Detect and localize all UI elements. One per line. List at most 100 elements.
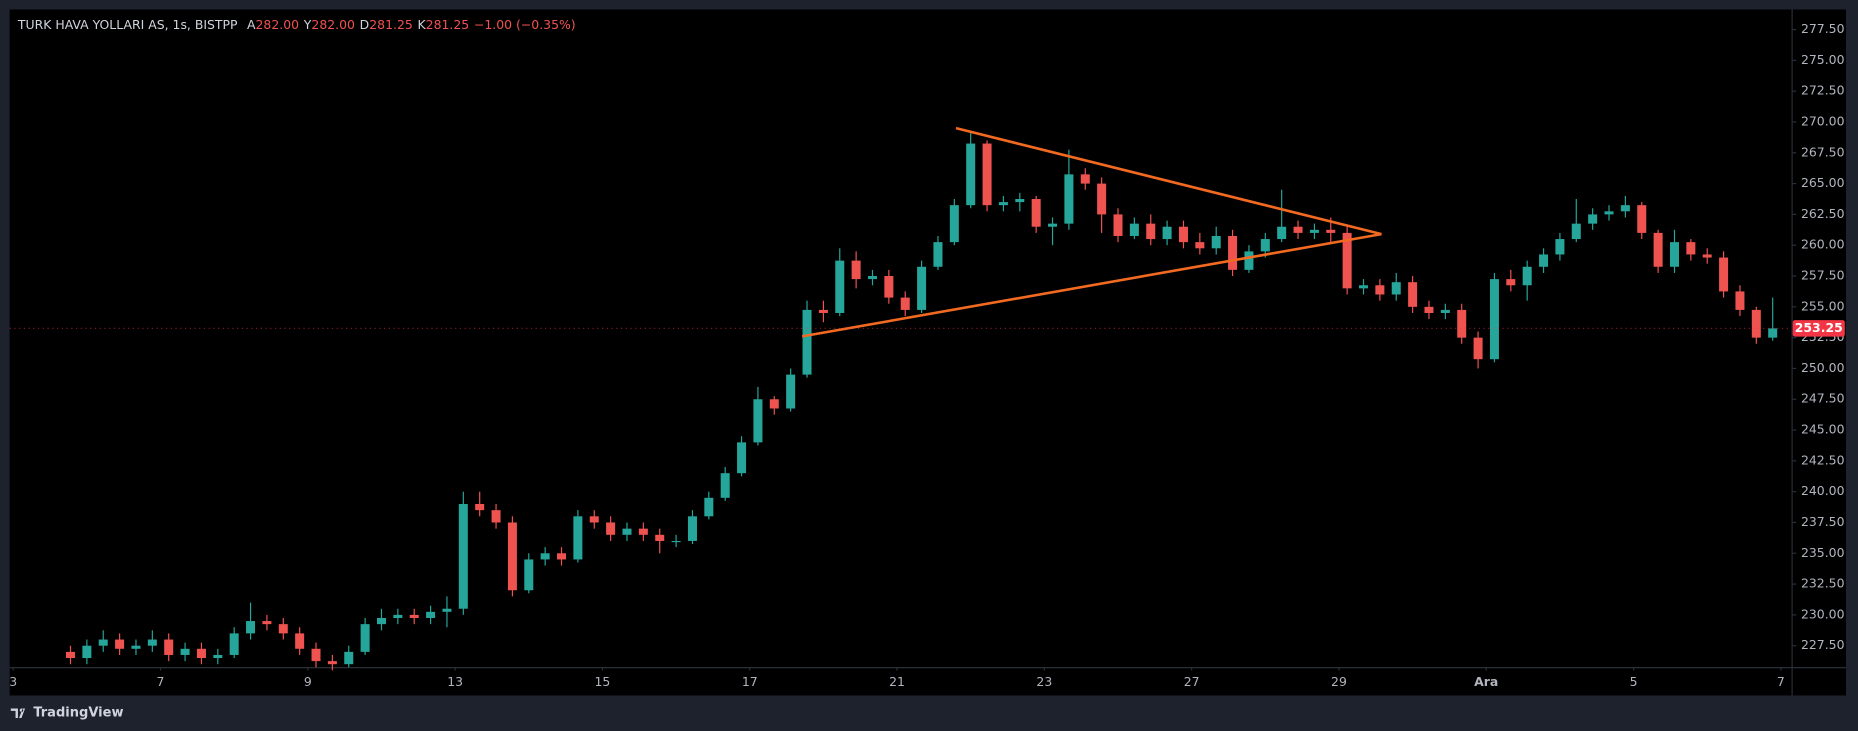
chart-background <box>9 9 1847 696</box>
candle-body <box>1211 235 1221 249</box>
candle-body <box>1506 279 1516 286</box>
candle-body <box>900 297 910 310</box>
candle-body <box>1588 214 1598 224</box>
ohlc-value: 281.25 <box>426 16 470 31</box>
candle-body <box>196 648 206 659</box>
candle-body <box>655 534 665 541</box>
candle-body <box>1195 242 1205 249</box>
candle-body <box>1735 291 1745 310</box>
candle-body <box>360 624 370 652</box>
candle-body <box>442 608 452 612</box>
candle-body <box>737 442 747 474</box>
y-tick-label: 242.50 <box>1801 452 1845 467</box>
candle-body <box>720 473 730 498</box>
candle-body <box>1080 174 1090 184</box>
candle-body <box>1064 174 1074 224</box>
candle-body <box>1375 285 1385 295</box>
brand-name: TradingView <box>33 706 123 721</box>
x-tick-label: 21 <box>889 674 905 689</box>
ohlc-label: Y <box>303 16 312 31</box>
candle-body <box>851 260 861 280</box>
candle-body <box>606 522 616 535</box>
y-tick-label: 237.50 <box>1801 514 1845 529</box>
ohlc-value: 282.00 <box>256 16 300 31</box>
candle-body <box>982 143 992 206</box>
x-tick-label: 3 <box>9 674 17 689</box>
x-tick-label: 17 <box>742 674 758 689</box>
y-tick-label: 235.00 <box>1801 545 1845 560</box>
candle-body <box>917 266 927 310</box>
y-tick-label: 250.00 <box>1801 360 1845 375</box>
candle-body <box>687 516 697 541</box>
candle-body <box>753 399 763 443</box>
candle-body <box>131 645 141 649</box>
candle-body <box>278 624 288 634</box>
candle-body <box>82 645 92 659</box>
candle-body <box>115 639 125 649</box>
candle-body <box>229 633 239 655</box>
candle-body <box>507 522 517 591</box>
candle-body <box>1359 285 1369 289</box>
x-tick-label: 9 <box>304 674 312 689</box>
ohlc-label: K <box>418 16 427 31</box>
candle-body <box>524 559 534 591</box>
candle-body <box>1342 232 1352 289</box>
ohlc-label: D <box>360 16 370 31</box>
candle-body <box>295 633 305 649</box>
candle-body <box>1048 223 1058 227</box>
candle-body <box>949 205 959 243</box>
x-tick-label: Ara <box>1474 674 1498 689</box>
candle-body <box>98 639 108 646</box>
candle-body <box>884 276 894 298</box>
candle-body <box>769 399 779 409</box>
candle-body <box>1277 226 1287 240</box>
candle-body <box>1260 239 1270 252</box>
candle-body <box>1440 309 1450 313</box>
candle-body <box>966 143 976 206</box>
candle-body <box>1604 211 1614 215</box>
x-tick-label: 27 <box>1184 674 1200 689</box>
y-tick-label: 260.00 <box>1801 237 1845 252</box>
candle-body <box>1702 254 1712 258</box>
candle-body <box>818 309 828 313</box>
x-tick-label: 7 <box>1777 674 1785 689</box>
candle-body <box>1637 205 1647 233</box>
candle-body <box>1178 226 1188 243</box>
candle-body <box>1653 232 1663 267</box>
trendline <box>801 232 1382 338</box>
candle-body <box>1473 337 1483 360</box>
candle-body <box>1162 226 1172 240</box>
candle-body <box>376 617 386 625</box>
y-tick-label: 232.50 <box>1801 576 1845 591</box>
candle-body <box>1146 223 1156 240</box>
candle-body <box>802 309 812 375</box>
candle-body <box>589 516 599 523</box>
y-tick-label: 227.50 <box>1801 637 1845 652</box>
y-tick-label: 230.00 <box>1801 606 1845 621</box>
candle-body <box>426 611 436 618</box>
symbol-title: TURK HAVA YOLLARI AS, 1s, BISTPP <box>17 16 238 31</box>
y-tick-label: 245.00 <box>1801 422 1845 437</box>
candle-body <box>262 621 272 625</box>
x-tick-label: 13 <box>447 674 463 689</box>
candle-body <box>180 648 190 655</box>
candle-body <box>1719 257 1729 292</box>
candle-body <box>1326 229 1336 233</box>
candle-body <box>1408 282 1418 307</box>
candle-body <box>1097 183 1107 215</box>
x-tick-label: 5 <box>1630 674 1638 689</box>
candle-body <box>1424 306 1434 313</box>
last-price-label: 253.25 <box>1795 320 1843 335</box>
price-change: −1.00 (−0.35%) <box>474 16 576 31</box>
x-tick-label: 29 <box>1331 674 1347 689</box>
candle-body <box>1457 309 1467 338</box>
x-tick-label: 7 <box>157 674 165 689</box>
candle-body <box>344 651 354 665</box>
candle-body <box>1031 199 1041 227</box>
candle-body <box>1489 279 1499 360</box>
candle-body <box>704 497 714 517</box>
candle-body <box>1539 254 1549 267</box>
y-tick-label: 275.00 <box>1801 52 1845 67</box>
